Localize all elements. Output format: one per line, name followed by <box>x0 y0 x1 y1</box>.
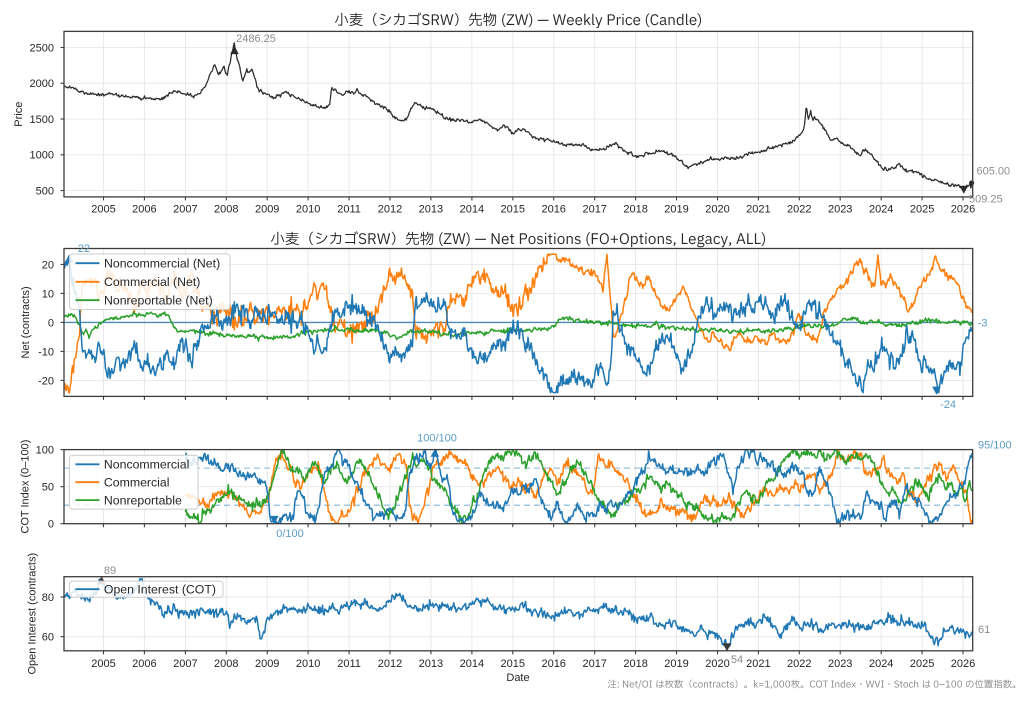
svg-text:2017: 2017 <box>582 658 606 670</box>
svg-text:2025: 2025 <box>910 204 934 216</box>
svg-text:2019: 2019 <box>664 658 688 670</box>
svg-text:2022: 2022 <box>787 204 811 216</box>
svg-text:2021: 2021 <box>746 204 770 216</box>
svg-text:2021: 2021 <box>746 658 770 670</box>
svg-text:0/100: 0/100 <box>276 528 304 540</box>
svg-text:2006: 2006 <box>132 658 156 670</box>
svg-text:509.25: 509.25 <box>969 193 1003 205</box>
svg-text:1500: 1500 <box>30 114 54 126</box>
svg-text:2010: 2010 <box>296 204 320 216</box>
svg-text:Noncommercial (Net): Noncommercial (Net) <box>104 257 220 271</box>
svg-text:Open Interest (COT): Open Interest (COT) <box>104 583 216 597</box>
svg-text:2008: 2008 <box>214 204 238 216</box>
svg-text:2023: 2023 <box>828 204 852 216</box>
svg-text:2011: 2011 <box>337 658 361 670</box>
svg-text:20: 20 <box>42 259 54 271</box>
svg-text:2026: 2026 <box>951 204 975 216</box>
svg-text:2024: 2024 <box>869 204 893 216</box>
svg-text:2011: 2011 <box>337 204 361 216</box>
svg-text:2018: 2018 <box>623 658 647 670</box>
svg-text:61: 61 <box>978 624 990 636</box>
svg-text:2007: 2007 <box>173 658 197 670</box>
svg-text:0: 0 <box>48 519 54 531</box>
svg-text:54: 54 <box>731 654 743 666</box>
svg-text:2014: 2014 <box>460 658 484 670</box>
svg-text:2500: 2500 <box>30 42 54 54</box>
svg-text:0: 0 <box>48 317 54 329</box>
svg-text:2017: 2017 <box>582 204 606 216</box>
svg-text:2008: 2008 <box>214 658 238 670</box>
svg-text:2007: 2007 <box>173 204 197 216</box>
svg-text:Nonreportable: Nonreportable <box>104 493 182 507</box>
svg-text:2016: 2016 <box>541 658 565 670</box>
svg-text:2000: 2000 <box>30 78 54 90</box>
svg-text:Commercial: Commercial <box>104 476 170 490</box>
svg-text:2009: 2009 <box>255 658 279 670</box>
svg-text:2015: 2015 <box>501 658 525 670</box>
svg-text:2013: 2013 <box>419 658 443 670</box>
svg-text:95/100: 95/100 <box>978 439 1012 451</box>
svg-text:60: 60 <box>42 632 54 644</box>
svg-text:Net (contracts): Net (contracts) <box>20 286 32 358</box>
svg-text:2010: 2010 <box>296 658 320 670</box>
svg-text:2018: 2018 <box>623 204 647 216</box>
svg-text:Commercial (Net): Commercial (Net) <box>104 275 200 289</box>
svg-text:100: 100 <box>36 445 54 457</box>
svg-text:2015: 2015 <box>501 204 525 216</box>
svg-text:2012: 2012 <box>378 658 402 670</box>
svg-text:2026: 2026 <box>951 658 975 670</box>
svg-text:-24: -24 <box>940 399 956 411</box>
svg-text:Price: Price <box>13 102 25 127</box>
svg-text:-10: -10 <box>38 346 54 358</box>
svg-text:89: 89 <box>104 565 116 577</box>
svg-text:2014: 2014 <box>460 204 484 216</box>
svg-text:2024: 2024 <box>869 658 893 670</box>
svg-text:Open Interest (contracts): Open Interest (contracts) <box>27 553 39 675</box>
svg-text:1000: 1000 <box>30 150 54 162</box>
svg-text:Nonreportable (Net): Nonreportable (Net) <box>104 294 213 308</box>
svg-text:-3: -3 <box>978 318 988 330</box>
svg-text:2020: 2020 <box>705 658 729 670</box>
svg-text:2486.25: 2486.25 <box>236 33 276 45</box>
svg-text:2022: 2022 <box>787 658 811 670</box>
svg-text:2009: 2009 <box>255 204 279 216</box>
svg-text:80: 80 <box>42 592 54 604</box>
svg-text:2013: 2013 <box>419 204 443 216</box>
svg-text:2005: 2005 <box>91 204 115 216</box>
svg-text:500: 500 <box>36 186 54 198</box>
svg-text:2006: 2006 <box>132 204 156 216</box>
svg-text:605.00: 605.00 <box>977 165 1011 177</box>
svg-text:2016: 2016 <box>541 204 565 216</box>
svg-text:COT Index (0–100): COT Index (0–100) <box>20 440 32 534</box>
svg-text:10: 10 <box>42 288 54 300</box>
svg-text:2023: 2023 <box>828 658 852 670</box>
svg-text:100/100: 100/100 <box>417 432 457 444</box>
svg-text:2005: 2005 <box>91 658 115 670</box>
svg-text:Noncommercial: Noncommercial <box>104 458 189 472</box>
svg-text:-20: -20 <box>38 375 54 387</box>
svg-text:22: 22 <box>78 243 90 255</box>
svg-text:2019: 2019 <box>664 204 688 216</box>
svg-text:2025: 2025 <box>910 658 934 670</box>
svg-text:Date: Date <box>506 672 529 684</box>
svg-text:2012: 2012 <box>378 204 402 216</box>
svg-text:2020: 2020 <box>705 204 729 216</box>
svg-text:50: 50 <box>42 482 54 494</box>
